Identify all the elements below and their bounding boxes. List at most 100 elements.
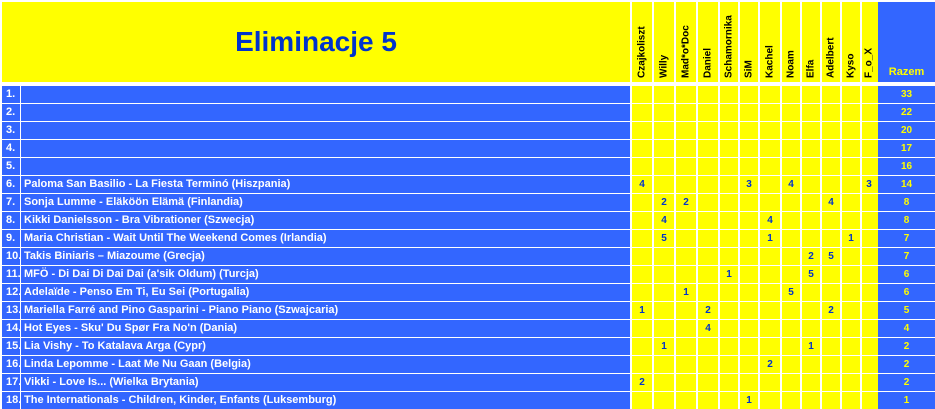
score-cell xyxy=(632,158,652,175)
total-cell: 22 xyxy=(878,104,935,121)
total-cell: 16 xyxy=(878,158,935,175)
score-cell xyxy=(676,374,696,391)
score-cell xyxy=(632,356,652,373)
total-cell: 8 xyxy=(878,212,935,229)
song-cell: Linda Lepomme - Laat Me Nu Gaan (Belgia) xyxy=(21,356,630,373)
judge-header: Mad*o*Doc xyxy=(676,2,696,82)
judge-header: F_o_X xyxy=(862,2,876,82)
score-cell xyxy=(862,284,876,301)
score-cell: 2 xyxy=(654,194,674,211)
judge-header: Schamornika xyxy=(720,2,738,82)
row-spacer xyxy=(876,374,878,391)
score-cell xyxy=(760,122,780,139)
score-cell xyxy=(654,86,674,103)
score-cell xyxy=(802,374,820,391)
row-spacer xyxy=(876,356,878,373)
score-cell xyxy=(698,122,718,139)
score-cell xyxy=(822,104,840,121)
score-cell xyxy=(740,140,758,157)
score-cell xyxy=(720,230,738,247)
rank-cell: 15. xyxy=(2,338,20,355)
score-cell xyxy=(802,284,820,301)
score-cell xyxy=(676,302,696,319)
row-spacer xyxy=(876,266,878,283)
total-cell: 8 xyxy=(878,194,935,211)
score-cell xyxy=(720,212,738,229)
score-cell xyxy=(698,194,718,211)
rank-cell: 16. xyxy=(2,356,20,373)
song-cell: Lia Vishy - To Katalava Arga (Cypr) xyxy=(21,338,630,355)
score-cell: 2 xyxy=(632,374,652,391)
row-spacer xyxy=(876,176,878,193)
header-spacer xyxy=(876,2,878,82)
score-cell xyxy=(782,266,800,283)
score-cell xyxy=(782,86,800,103)
total-header: Razem xyxy=(878,2,935,82)
score-cell xyxy=(760,320,780,337)
row-spacer xyxy=(876,284,878,301)
row-spacer xyxy=(876,122,878,139)
score-cell xyxy=(632,86,652,103)
song-cell xyxy=(21,86,630,103)
judge-header: Kachel xyxy=(760,2,780,82)
rank-cell: 9. xyxy=(2,230,20,247)
score-cell xyxy=(632,194,652,211)
score-cell xyxy=(760,374,780,391)
score-cell xyxy=(676,266,696,283)
score-cell xyxy=(782,302,800,319)
score-cell: 1 xyxy=(802,338,820,355)
score-cell: 5 xyxy=(654,230,674,247)
score-cell xyxy=(782,158,800,175)
score-cell xyxy=(782,248,800,265)
score-cell xyxy=(676,338,696,355)
score-cell: 1 xyxy=(842,230,860,247)
score-cell xyxy=(760,158,780,175)
score-cell xyxy=(822,284,840,301)
score-cell xyxy=(740,104,758,121)
score-cell xyxy=(654,104,674,121)
rank-cell: 3. xyxy=(2,122,20,139)
row-spacer xyxy=(876,248,878,265)
score-cell xyxy=(862,122,876,139)
score-cell: 4 xyxy=(822,194,840,211)
score-cell xyxy=(862,302,876,319)
score-cell xyxy=(632,266,652,283)
score-cell xyxy=(802,86,820,103)
total-cell: 14 xyxy=(878,176,935,193)
score-cell xyxy=(654,356,674,373)
score-cell xyxy=(740,320,758,337)
total-cell: 17 xyxy=(878,140,935,157)
score-cell xyxy=(720,86,738,103)
song-cell xyxy=(21,122,630,139)
score-cell xyxy=(676,176,696,193)
score-cell xyxy=(698,356,718,373)
score-cell xyxy=(842,374,860,391)
score-cell: 1 xyxy=(632,302,652,319)
score-cell xyxy=(698,176,718,193)
row-spacer xyxy=(876,230,878,247)
row-spacer xyxy=(876,338,878,355)
song-cell xyxy=(21,140,630,157)
score-cell xyxy=(698,158,718,175)
score-cell xyxy=(802,194,820,211)
score-cell xyxy=(654,248,674,265)
score-cell: 5 xyxy=(822,248,840,265)
score-cell xyxy=(760,140,780,157)
score-cell xyxy=(822,338,840,355)
score-cell xyxy=(822,176,840,193)
score-cell xyxy=(782,140,800,157)
row-spacer xyxy=(876,86,878,103)
score-cell xyxy=(632,122,652,139)
total-cell: 2 xyxy=(878,356,935,373)
score-cell xyxy=(720,158,738,175)
total-cell: 6 xyxy=(878,266,935,283)
score-cell xyxy=(862,356,876,373)
row-spacer xyxy=(876,302,878,319)
total-cell: 2 xyxy=(878,338,935,355)
score-cell: 4 xyxy=(782,176,800,193)
score-cell xyxy=(822,392,840,409)
row-spacer xyxy=(876,212,878,229)
row-spacer xyxy=(876,194,878,211)
score-cell xyxy=(654,392,674,409)
song-cell: Adelaïde - Penso Em Ti, Eu Sei (Portugal… xyxy=(21,284,630,301)
